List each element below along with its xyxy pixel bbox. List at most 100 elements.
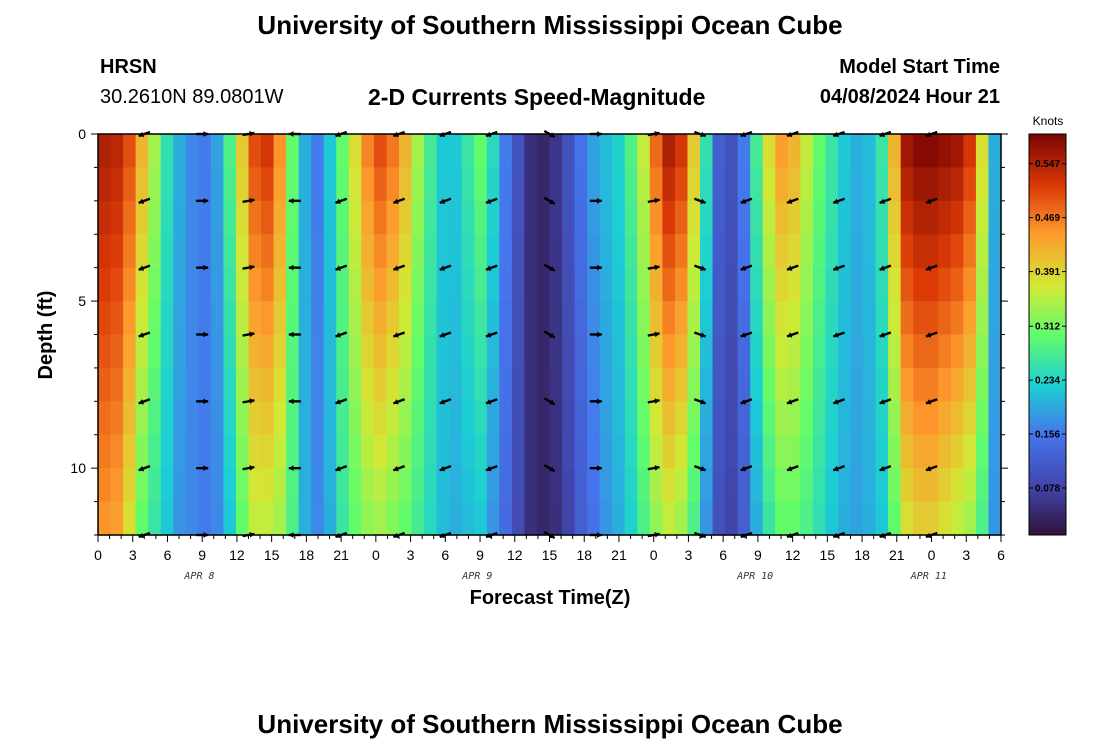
heatmap-cell [612,468,626,503]
heatmap-cell [449,501,463,536]
heatmap-cell [198,334,212,369]
model-start-time: 04/08/2024 Hour 21 [819,86,1000,108]
heatmap-cell [649,401,663,436]
heatmap-cell [436,234,450,269]
current-vector [138,331,151,338]
heatmap-cell [198,267,212,302]
heatmap-cell [875,234,889,269]
heatmap-cell [674,434,689,469]
heatmap-cell [198,234,212,269]
heatmap-cell [135,334,149,369]
current-vector [543,397,556,406]
heatmap-cell [474,367,488,402]
heatmap-cell [737,334,751,369]
heatmap-cell [223,468,237,503]
heatmap-cell [210,267,225,302]
heatmap-cell [850,234,864,269]
heatmap-cell [223,134,237,169]
heatmap-cell [800,468,814,503]
heatmap-cell [900,267,914,302]
heatmap-cell [286,267,300,302]
heatmap-cell [787,167,801,202]
heatmap-cell [649,334,663,369]
heatmap-cell [837,468,852,503]
heatmap-cell [461,434,475,469]
heatmap-cell [762,334,776,369]
heatmap-cell [587,501,601,536]
heatmap-cell [850,468,864,503]
heatmap-cell [110,401,124,436]
heatmap-cell [775,267,789,302]
heatmap-cell [963,468,977,503]
heatmap-cell [373,468,388,503]
heatmap-cell [637,301,651,336]
heatmap-cell [787,267,801,302]
heatmap-cell [963,200,977,235]
heatmap-cell [624,167,638,202]
heatmap-cell [637,401,651,436]
heatmap-cell [549,401,563,436]
heatmap-cell [825,167,839,202]
heatmap-cell [235,234,250,269]
heatmap-cell [361,367,375,402]
heatmap-cell [123,334,137,369]
current-vector [288,398,301,405]
heatmap-cell [536,434,551,469]
heatmap-cell [925,468,939,503]
heatmap-cell [637,267,651,302]
heatmap-cell [737,501,751,536]
colorbar-tick-label: 0.078 [1035,483,1060,494]
heatmap-cell [424,468,438,503]
heatmap-cell [800,200,814,235]
heatmap-cell [198,301,212,336]
heatmap-cell [574,501,588,536]
heatmap-cell [662,267,676,302]
heatmap-cell [875,367,889,402]
heatmap-cell [612,401,626,436]
heatmap-cell [900,501,914,536]
colorbar-tick-label: 0.547 [1035,159,1060,170]
heatmap-cell [975,501,990,536]
heatmap-cell [624,401,638,436]
current-vector [647,398,660,404]
heatmap-cell [963,501,977,536]
heatmap-cell [123,501,137,536]
heatmap-cell [98,134,112,169]
heatmap-cell [311,367,325,402]
heatmap-cell [950,334,964,369]
current-vector [786,464,799,472]
heatmap-cell [762,367,776,402]
heatmap-cell [975,234,990,269]
heatmap-cell [173,334,187,369]
heatmap-cell [562,468,576,503]
heatmap-cell [273,434,287,469]
heatmap-cell [474,501,488,536]
heatmap-cell [863,200,877,235]
heatmap-cell [286,501,300,536]
heatmap-cell [825,267,839,302]
y-tick-label: 0 [78,126,86,142]
heatmap-cell [286,301,300,336]
heatmap-cell [373,200,388,235]
heatmap-cell [900,401,914,436]
current-vector [647,264,660,271]
heatmap-cell [687,434,701,469]
heatmap-cell [248,367,262,402]
x-tick-label: 9 [476,547,484,563]
current-vector [647,465,660,471]
heatmap-cell [963,334,977,369]
heatmap-cell [511,501,526,536]
heatmap-cell [436,267,450,302]
heatmap-cell [825,334,839,369]
heatmap-cell [411,501,425,536]
heatmap-cell [725,334,739,369]
current-vector [925,331,938,338]
heatmap-cell [687,267,701,302]
heatmap-cell [511,434,526,469]
heatmap-cell [411,401,425,436]
heatmap-cell [825,134,839,169]
heatmap-cell [361,501,375,536]
heatmap-cell [248,134,262,169]
current-vector [543,196,556,205]
heatmap-cell [461,267,475,302]
